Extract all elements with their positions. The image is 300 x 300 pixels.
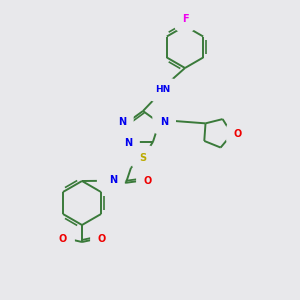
Text: N: N [124,138,132,148]
Text: O: O [98,234,106,244]
Text: O: O [234,129,242,139]
Text: O: O [59,234,67,244]
Text: HN: HN [155,85,171,94]
Text: H: H [103,175,110,184]
Text: F: F [182,14,188,24]
Text: N: N [160,117,168,127]
Text: S: S [140,153,147,163]
Text: N: N [109,175,117,185]
Text: N: N [118,117,126,127]
Text: O: O [144,176,152,186]
